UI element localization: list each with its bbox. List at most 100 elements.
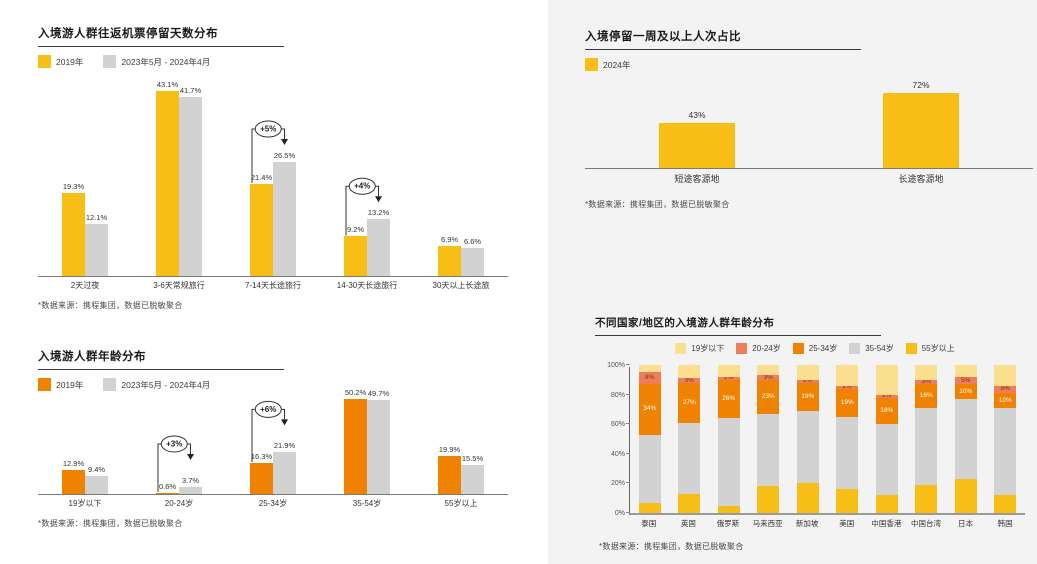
category-label: 7-14天长途旅行	[244, 281, 301, 290]
category-axis: 19岁以下 20-24岁 25-34岁 35-54岁 55岁以上	[38, 498, 508, 509]
legend-label: 20-24岁	[752, 344, 781, 353]
segment-value-label: 16%	[919, 391, 933, 399]
legend-item: 55岁以上	[905, 343, 955, 354]
legend-label: 2023年5月 - 2024年4月	[121, 56, 211, 67]
segment: 2%	[836, 382, 859, 390]
category-label: 55岁以上	[444, 499, 478, 508]
data-source-footnote: *数据来源：携程集团，数据已脱敏聚合	[38, 301, 183, 310]
segment-value-label: 3%	[684, 376, 694, 384]
segment: 18%	[875, 397, 898, 425]
category-label: 英国	[680, 519, 696, 528]
segment: 16%	[915, 384, 938, 408]
segment: 5%	[994, 386, 1017, 394]
plot-area: 0% 20% 40% 60% 80% 100% 34% 8% 27% 3% 26% 2% 23% 3% 19…	[607, 362, 1025, 517]
segment	[836, 416, 859, 490]
legend-swatch	[905, 343, 917, 354]
category-label: 14-30天长途旅行	[336, 281, 398, 290]
y-axis-label: 80%	[610, 391, 625, 399]
bar-value-label: 21.4%	[250, 172, 273, 182]
category-label: 俄罗斯	[716, 519, 740, 528]
segment	[836, 489, 859, 513]
bar-value-label: 43.1%	[156, 79, 179, 89]
segment: 26%	[717, 379, 740, 419]
segment-value-label: 10%	[998, 396, 1012, 404]
bar-value-label: 19.3%	[62, 182, 85, 192]
segment	[915, 365, 938, 380]
legend-label: 2023年5月 - 2024年4月	[121, 379, 211, 390]
bar: 0.6%	[156, 482, 179, 494]
segment: 3%	[757, 374, 780, 380]
segment	[678, 493, 701, 513]
legend-swatch	[103, 55, 117, 68]
chart-legend: 19岁以下 20-24岁 25-34岁 35-54岁 55岁以上	[595, 342, 1035, 355]
bar: 12.1%	[85, 213, 108, 276]
segment-value-label: 23%	[761, 392, 775, 400]
stacked-bar: 26% 2%	[717, 365, 740, 513]
segment-value-label: 18%	[880, 406, 894, 414]
bar-value-label: 6.9%	[440, 235, 459, 245]
segment: 34%	[638, 384, 661, 435]
segment	[757, 486, 780, 513]
bar-value-label: 6.6%	[463, 236, 482, 246]
segment	[638, 365, 661, 373]
bar-group: 16.3% 21.9%	[226, 383, 320, 494]
category-label: 19岁以下	[68, 499, 102, 508]
category-label: 30天以上长途旅	[432, 281, 490, 290]
legend-swatch	[736, 343, 748, 354]
category-label: 泰国	[641, 519, 657, 528]
bar-value-label: 12.9%	[62, 458, 85, 468]
segment	[717, 505, 740, 513]
category-label: 20-24岁	[164, 499, 194, 508]
segment	[994, 407, 1017, 496]
segment	[796, 410, 819, 484]
segment-value-label: 34%	[643, 405, 657, 413]
y-axis-label: 100%	[607, 362, 625, 369]
bar-value-label: 9.4%	[87, 465, 106, 475]
category-label: 马来西亚	[752, 519, 783, 528]
category-axis: 2天过夜 3-6天常规旅行 7-14天长途旅行 14-30天长途旅行 30天以上长途旅	[38, 280, 508, 291]
segment	[836, 365, 859, 386]
segment: 10%	[954, 384, 977, 400]
bar-group: 0.6% 3.7%	[132, 383, 226, 494]
segment-value-label: 2%	[842, 382, 852, 390]
bar: 3.7%	[179, 476, 202, 494]
bar: 49.7%	[367, 389, 390, 494]
bar-group: 50.2% 49.7%	[320, 383, 414, 494]
data-source-footnote: *数据来源：携程集团，数据已脱敏聚合	[585, 200, 730, 209]
segment	[638, 434, 661, 503]
y-axis-tick	[626, 512, 630, 513]
legend-item: 2019年	[38, 55, 83, 68]
chart-country-age-distribution: 不同国家/地区的入境游人群年龄分布 19岁以下 20-24岁 25-34岁 35-54…	[595, 315, 1035, 552]
segment	[757, 365, 780, 376]
chart-title-underline: 入境游人群年龄分布	[38, 348, 284, 370]
stacked-bar: 10% 5%	[954, 365, 977, 513]
legend-item: 25-34岁	[792, 343, 838, 354]
bar: 9.4%	[85, 465, 108, 494]
segment	[875, 365, 898, 395]
stacked-bar: 19% 2%	[836, 365, 859, 513]
bar-group: 9.2% 13.2%	[320, 82, 414, 276]
legend-swatch	[38, 378, 51, 391]
bar-value-label: 21.9%	[273, 441, 296, 451]
chart-title-underline: 入境游人群往返机票停留天数分布	[38, 25, 284, 47]
bar-value-label: 26.5%	[273, 151, 296, 161]
plot-area: 19.3% 12.1% 43.1% 41.7% 21.4% 26.5% 9.2% 13.2% 6…	[38, 79, 508, 277]
bar-group: 43%	[585, 87, 809, 168]
segment	[717, 365, 740, 377]
plot-area: 12.9% 9.4% 0.6% 3.7% 16.3% 21.9% 50.2% 49.7% 19.…	[38, 383, 508, 495]
legend-item: 2024年	[585, 58, 630, 71]
stacked-bar: 19% 2%	[796, 365, 819, 513]
chart-legend: 2019年 2023年5月 - 2024年4月	[38, 378, 508, 391]
bar-value-label: 9.2%	[346, 225, 365, 235]
legend-label: 25-34岁	[808, 344, 838, 353]
bar: 6.9%	[438, 235, 461, 276]
segment: 2%	[717, 375, 740, 381]
segment	[717, 418, 740, 506]
category-label: 中国香港	[871, 519, 902, 528]
segment: 3%	[915, 378, 938, 384]
segment	[796, 365, 819, 380]
bar: 21.9%	[273, 441, 296, 494]
segment: 2%	[796, 378, 819, 384]
segment	[915, 484, 938, 513]
bar-group: 19.9% 15.5%	[414, 383, 508, 494]
